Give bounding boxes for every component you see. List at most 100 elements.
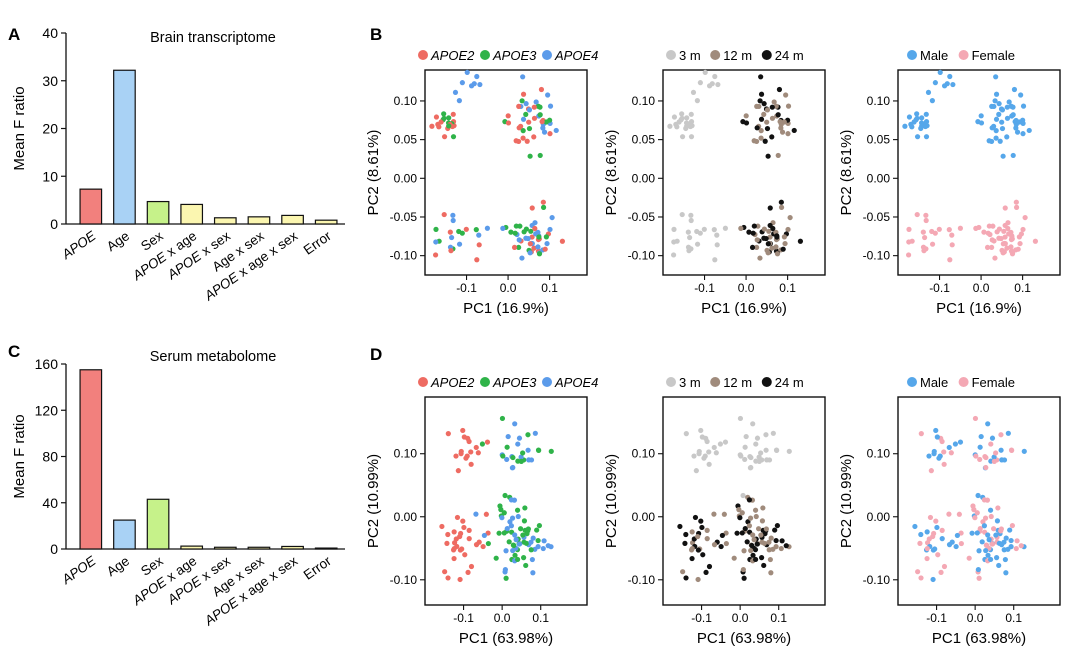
- data-point: [1020, 103, 1027, 109]
- bar-age: [113, 69, 136, 225]
- data-point: [919, 115, 925, 121]
- data-point: [972, 415, 979, 422]
- data-point: [473, 227, 479, 233]
- data-point: [1016, 234, 1022, 240]
- y-tick-label: -0.10: [390, 573, 418, 587]
- data-point: [682, 540, 688, 546]
- legend-label-m12: 12 m: [723, 375, 752, 390]
- data-point: [772, 527, 778, 533]
- data-point: [695, 533, 701, 540]
- data-point: [523, 540, 529, 546]
- data-point: [925, 89, 932, 96]
- data-point: [528, 228, 534, 234]
- legend-marker-m24: [761, 50, 772, 60]
- data-point: [941, 461, 947, 467]
- data-point: [981, 229, 987, 235]
- data-point: [740, 492, 746, 499]
- data-point: [778, 125, 784, 131]
- data-point: [971, 507, 977, 513]
- data-point: [461, 434, 467, 440]
- legend-label-m3: 3 m: [679, 48, 701, 63]
- data-point: [990, 526, 997, 532]
- data-point: [929, 98, 935, 104]
- data-point: [713, 450, 719, 456]
- data-point: [1021, 448, 1027, 454]
- data-point: [699, 434, 705, 440]
- data-point: [946, 511, 952, 517]
- data-point: [906, 239, 912, 245]
- data-point: [722, 439, 729, 445]
- data-point: [754, 103, 760, 109]
- data-point: [747, 515, 754, 521]
- data-point: [758, 450, 764, 456]
- data-point: [471, 81, 477, 87]
- data-point: [722, 225, 728, 231]
- data-point: [750, 552, 756, 558]
- x-tick-label: APOE: [58, 553, 99, 588]
- data-point: [1006, 99, 1012, 105]
- data-point: [457, 576, 463, 583]
- data-point: [985, 532, 991, 538]
- data-point: [503, 548, 509, 554]
- data-point: [543, 119, 549, 125]
- data-point: [774, 251, 781, 257]
- data-point: [758, 74, 764, 80]
- legend-marker-apoe3: [480, 377, 490, 387]
- data-point: [525, 432, 531, 438]
- data-point: [759, 555, 765, 561]
- data-point: [464, 69, 470, 76]
- data-point: [998, 447, 1004, 453]
- data-point: [511, 244, 518, 251]
- data-point: [996, 101, 1002, 107]
- data-point: [688, 217, 694, 224]
- data-point: [780, 246, 786, 252]
- data-point: [505, 120, 512, 126]
- data-point: [500, 225, 506, 231]
- data-point: [1001, 547, 1007, 553]
- data-point: [929, 241, 936, 247]
- data-point: [993, 135, 999, 141]
- data-point: [543, 234, 549, 240]
- data-point: [528, 547, 534, 553]
- data-point: [914, 211, 920, 218]
- legend-marker-apoe2: [418, 377, 428, 387]
- data-point: [756, 454, 762, 460]
- data-point: [761, 562, 767, 569]
- data-point: [743, 113, 749, 119]
- data-point: [976, 548, 982, 554]
- data-point: [777, 119, 783, 125]
- y-tick-label: 0.10: [632, 447, 656, 461]
- data-point: [476, 242, 482, 248]
- data-point: [523, 101, 529, 107]
- y-tick-label: 0.05: [632, 133, 656, 147]
- data-point: [935, 552, 941, 558]
- y-axis-label: Mean F ratio: [11, 414, 28, 498]
- data-point: [501, 530, 507, 536]
- data-point: [765, 250, 771, 256]
- data-point: [921, 248, 927, 254]
- plot-frame: [424, 69, 588, 276]
- data-point: [758, 91, 765, 97]
- data-point: [480, 543, 486, 550]
- data-point: [936, 226, 942, 232]
- data-point: [528, 539, 534, 545]
- data-point: [920, 229, 926, 235]
- x-tick-label: 0.0: [732, 611, 749, 625]
- bar-age-x-sex: [247, 546, 271, 550]
- panel-label-d: D: [370, 345, 382, 364]
- data-point: [941, 449, 947, 455]
- legend-label-female: Female: [972, 48, 1015, 63]
- x-tick-label: -0.1: [456, 281, 477, 295]
- data-point: [751, 138, 757, 144]
- data-point: [688, 111, 694, 117]
- data-point: [993, 128, 999, 134]
- data-point: [1014, 129, 1021, 135]
- data-point: [778, 545, 784, 552]
- data-point: [758, 532, 764, 538]
- data-point: [771, 99, 777, 105]
- legend-label-apoe3: APOE3: [492, 48, 537, 63]
- data-point: [674, 124, 680, 130]
- legend-label-female: Female: [972, 375, 1015, 390]
- data-point: [742, 444, 748, 450]
